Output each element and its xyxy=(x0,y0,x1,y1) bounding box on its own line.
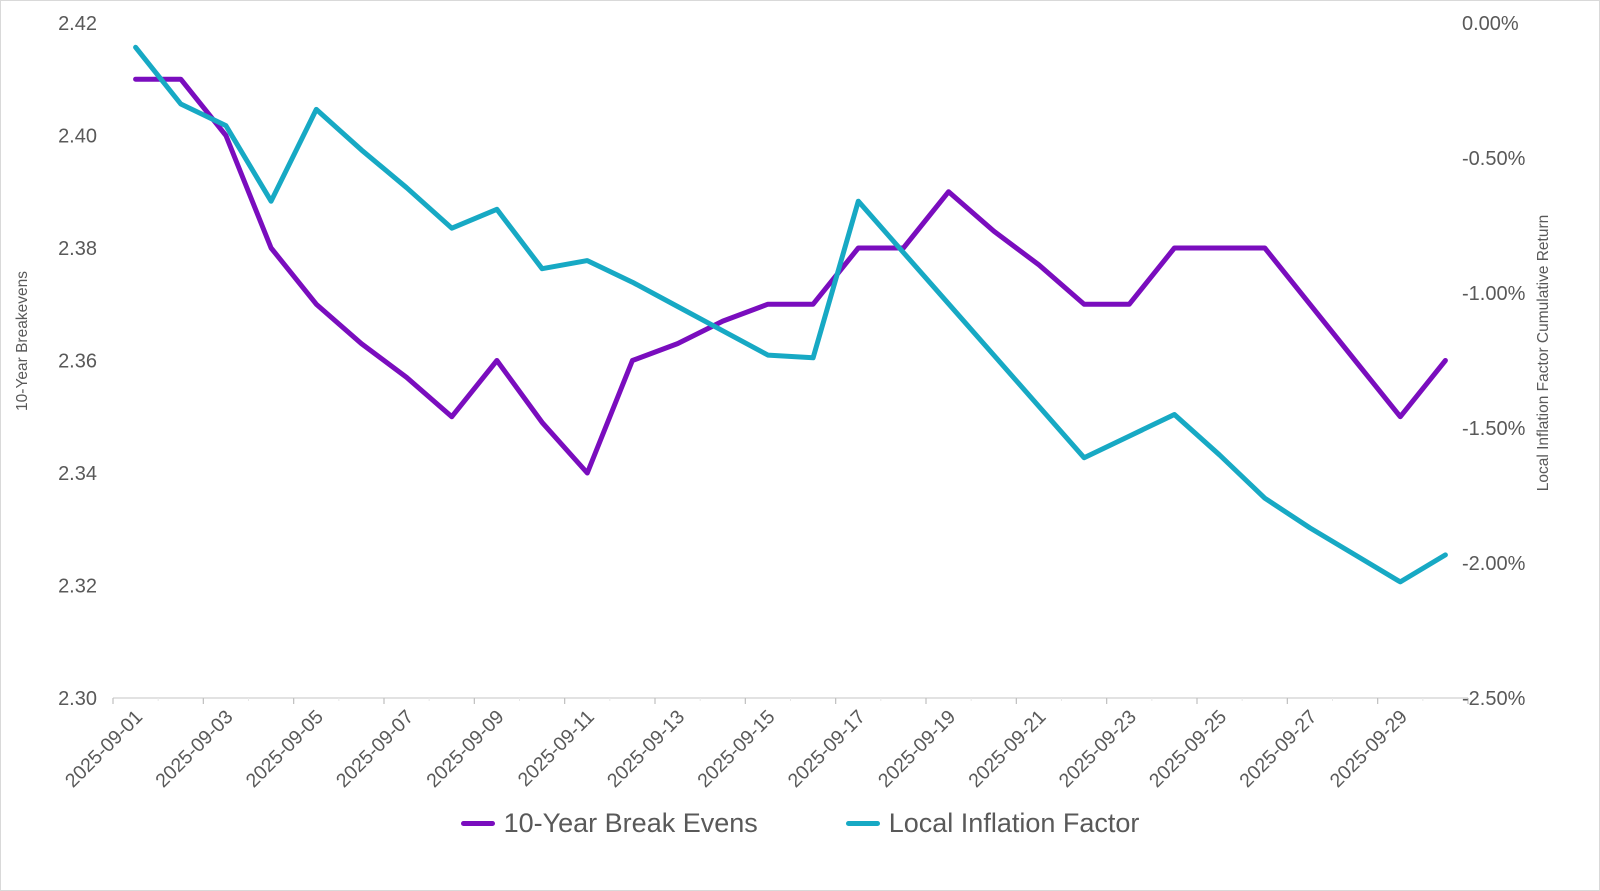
legend-entry-local-inflation-factor[interactable]: Local Inflation Factor xyxy=(845,807,1140,839)
x-tick-label: 2025-09-23 xyxy=(1055,706,1141,792)
series-line-10-year-break-evens[interactable] xyxy=(133,76,1448,476)
x-tick-label: 2025-09-11 xyxy=(514,706,599,791)
left-axis-tick-label: 2.38 xyxy=(58,238,97,260)
legend-marker-purple-line-icon xyxy=(460,820,495,826)
right-axis-tick-label: -1.50% xyxy=(1462,418,1526,440)
x-tick-label: 2025-09-25 xyxy=(1145,706,1231,792)
x-tick-label: 2025-09-17 xyxy=(784,706,870,792)
legend-label: Local Inflation Factor xyxy=(888,808,1140,838)
left-axis-title: 10-Year Breakevens xyxy=(14,271,31,411)
x-tick-label: 2025-09-29 xyxy=(1326,706,1412,792)
legend-marker-teal-line-icon xyxy=(845,820,880,826)
left-axis-tick-label: 2.34 xyxy=(58,463,97,485)
left-axis-tick-label: 2.36 xyxy=(58,351,97,373)
x-tick-label: 2025-09-07 xyxy=(332,706,418,792)
left-axis-tick-label: 2.40 xyxy=(58,126,97,148)
right-axis-tick-label: 0.00% xyxy=(1462,13,1519,35)
x-tick-label: 2025-09-27 xyxy=(1235,706,1321,792)
x-tick-label: 2025-09-13 xyxy=(603,706,689,792)
chart-legend: 10-Year Break Evens Local Inflation Fact… xyxy=(1,807,1599,839)
left-axis-tick-label: 2.30 xyxy=(58,688,97,710)
x-tick-label: 2025-09-15 xyxy=(693,706,779,792)
left-axis-tick-label: 2.32 xyxy=(58,576,97,598)
x-tick-label: 2025-09-03 xyxy=(151,706,237,792)
left-axis-tick-label: 2.42 xyxy=(58,13,97,35)
x-tick-label: 2025-09-05 xyxy=(242,706,328,792)
x-tick-label: 2025-09-21 xyxy=(964,706,1050,792)
right-axis-tick-label: -2.50% xyxy=(1462,688,1526,710)
x-tick-label: 2025-09-01 xyxy=(61,706,147,792)
right-axis-title: Local Inflation Factor Cumulative Return xyxy=(1535,215,1552,492)
right-axis-tick-label: -0.50% xyxy=(1462,148,1526,170)
legend-entry-10-year-break-evens[interactable]: 10-Year Break Evens xyxy=(460,807,758,839)
x-tick-label: 2025-09-09 xyxy=(422,706,508,792)
series-line-local-inflation-factor[interactable] xyxy=(133,44,1448,585)
right-axis-tick-label: -2.00% xyxy=(1462,553,1526,575)
legend-label: 10-Year Break Evens xyxy=(503,808,758,838)
right-axis-tick-label: -1.00% xyxy=(1462,283,1526,305)
x-tick-label: 2025-09-19 xyxy=(874,706,960,792)
